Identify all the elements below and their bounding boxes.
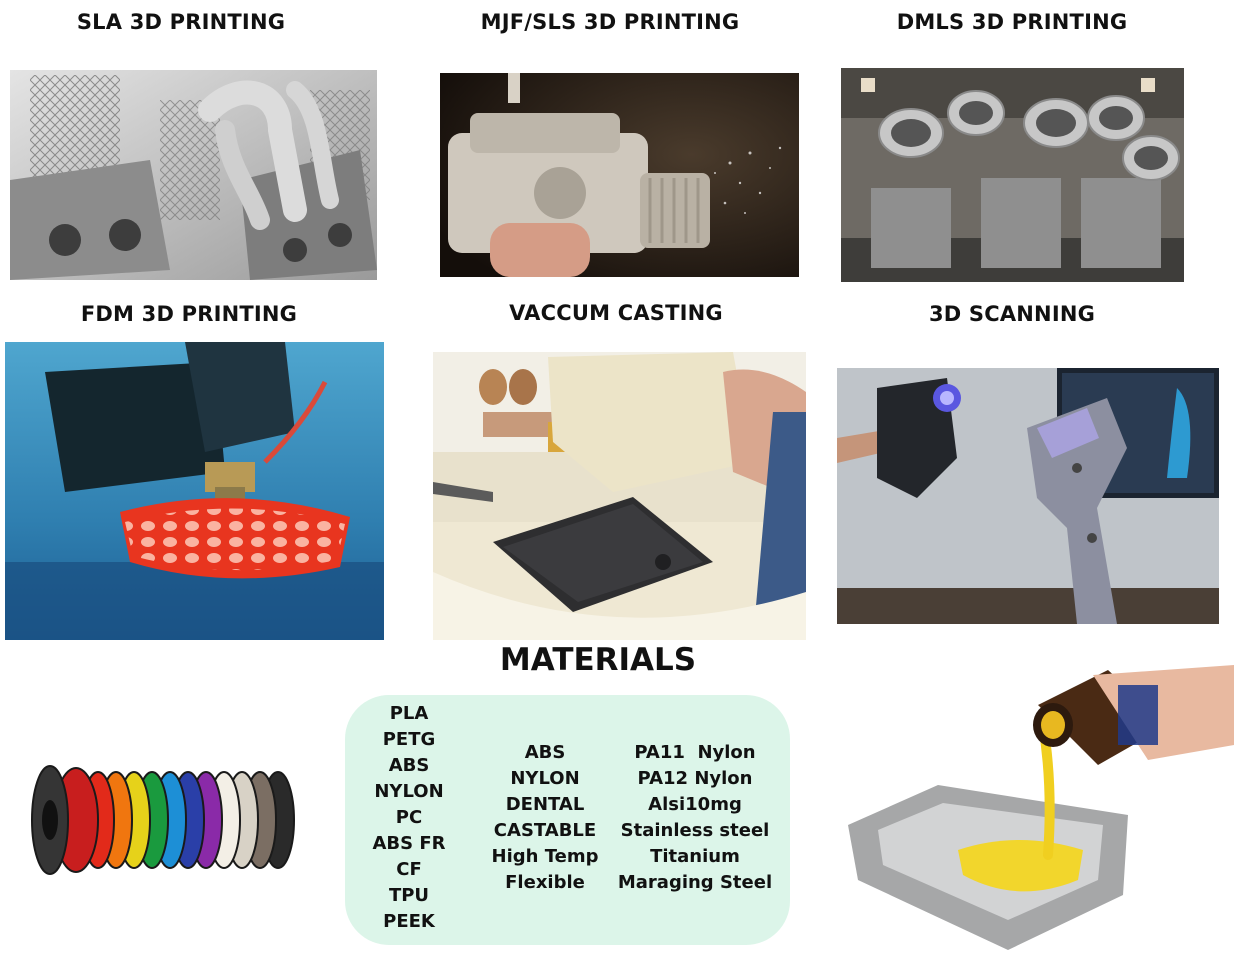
material-item: PA12 Nylon	[637, 768, 753, 789]
filament-spools-photo	[30, 760, 295, 880]
material-item: NYLON	[510, 768, 580, 789]
materials-panel	[345, 695, 790, 945]
material-item: CASTABLE	[493, 820, 597, 841]
material-item: ABS FR	[372, 833, 446, 854]
dmls-print-photo	[841, 68, 1184, 282]
title-mjf-sls: MJF/SLS 3D PRINTING	[480, 10, 740, 34]
mjf-sls-print-photo	[440, 73, 799, 277]
title-sla: SLA 3D PRINTING	[76, 10, 286, 34]
material-item: PEEK	[383, 911, 435, 932]
material-item: PC	[395, 807, 423, 828]
material-item: PETG	[382, 729, 436, 750]
material-item: ABS	[524, 742, 566, 763]
material-item: Alsi10mg	[648, 794, 742, 815]
vacuum-casting-photo	[433, 352, 806, 640]
title-fdm: FDM 3D PRINTING	[80, 302, 298, 326]
material-item: Maraging Steel	[617, 872, 773, 893]
material-item: TPU	[388, 885, 430, 906]
sla-print-photo	[10, 70, 377, 280]
materials-title: MATERIALS	[499, 642, 697, 678]
material-item: DENTAL	[505, 794, 585, 815]
title-vacuum-casting: VACCUM CASTING	[509, 301, 723, 325]
material-item: NYLON	[374, 781, 444, 802]
material-item: Flexible	[505, 872, 585, 893]
materials-list-metal-nylon: PA11 Nylon PA12 Nylon Alsi10mg Stainless…	[612, 740, 778, 896]
material-item: PA11 Nylon	[634, 742, 756, 763]
material-item: PLA	[389, 703, 429, 724]
material-item: CF	[396, 859, 422, 880]
material-item: ABS	[388, 755, 430, 776]
material-item: Stainless steel	[620, 820, 770, 841]
3d-scanning-photo	[837, 368, 1219, 624]
title-3d-scanning: 3D SCANNING	[928, 302, 1096, 326]
resin-pour-photo	[848, 665, 1234, 953]
material-item: High Temp	[491, 846, 599, 867]
materials-list-fdm: PLA PETG ABS NYLON PC ABS FR CF TPU PEEK	[363, 701, 455, 935]
fdm-print-photo	[5, 342, 384, 640]
title-dmls: DMLS 3D PRINTING	[896, 10, 1128, 34]
materials-list-resin: ABS NYLON DENTAL CASTABLE High Temp Flex…	[485, 740, 605, 896]
material-item: Titanium	[650, 846, 740, 867]
